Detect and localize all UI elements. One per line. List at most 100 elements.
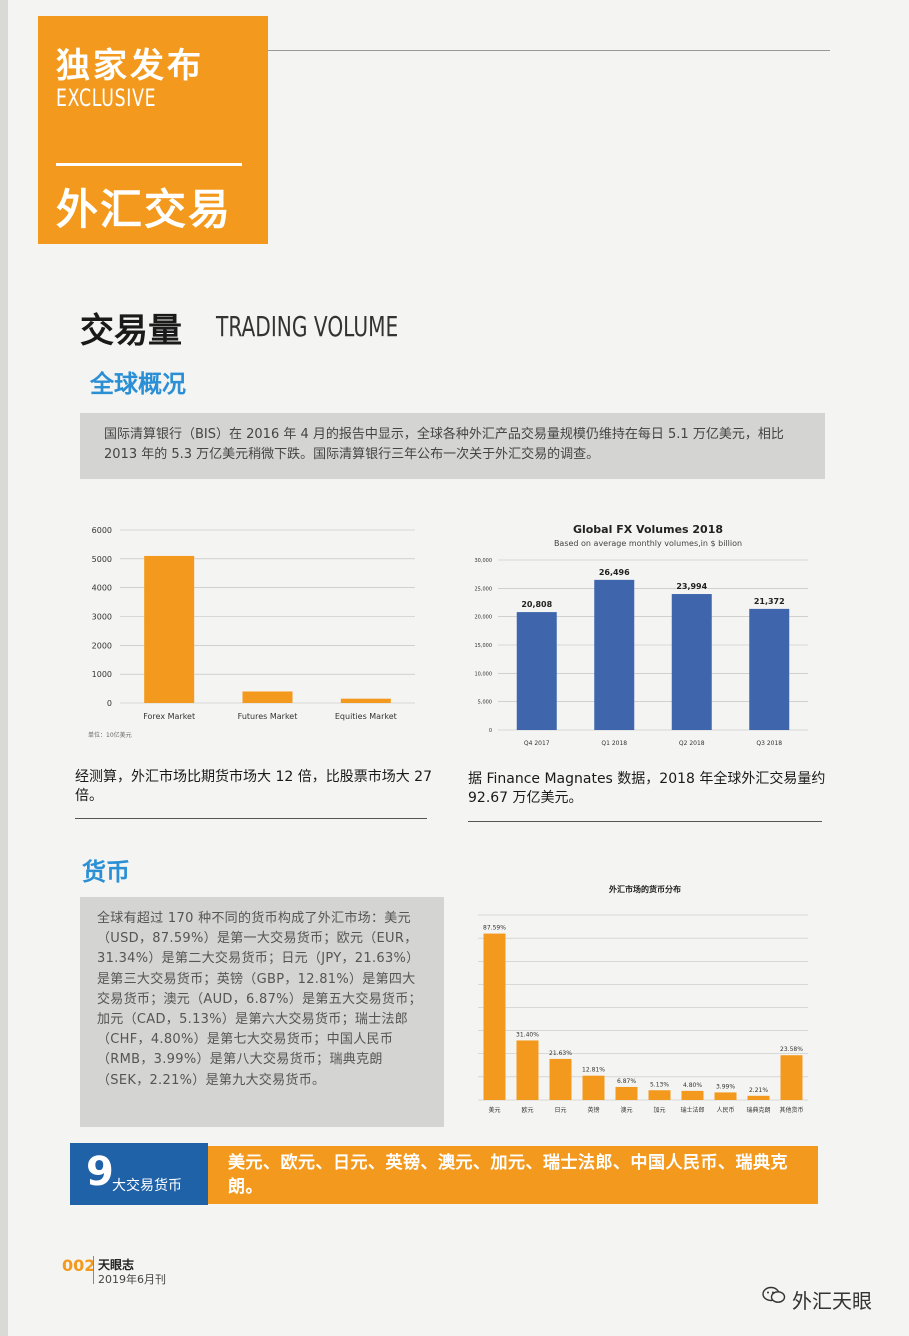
- chart2-title: Global FX Volumes 2018: [573, 523, 723, 536]
- chart3-bar: [747, 1095, 770, 1100]
- chart3-value-label: 4.80%: [683, 1082, 702, 1089]
- chart1-tick-label: 2000: [92, 641, 112, 650]
- publication-issue: 2019年6月刊: [98, 1273, 166, 1286]
- chart2-tick-label: 5,000: [478, 700, 492, 706]
- chart2-tick-label: 10,000: [475, 671, 493, 677]
- currency-heading: 货币: [82, 858, 130, 886]
- chart3-bars: [483, 933, 803, 1100]
- chart3-value-label: 23.58%: [780, 1046, 803, 1053]
- chart3-value-labels: 87.59% 31.40% 21.63% 12.81% 6.87% 5.13% 4.80% 3…: [483, 925, 803, 1094]
- intro-box: 国际清算银行（BIS）在 2016 年 4 月的报告中显示，全球各种外汇产品交易…: [80, 413, 825, 479]
- wechat-icon: [762, 1286, 786, 1303]
- chart2-bar: [749, 608, 790, 730]
- chart1-category-label: Equities Market: [335, 712, 397, 721]
- chart3-category-label: 加元: [653, 1106, 665, 1114]
- currency-distribution-chart: 外汇市场的货币分布 87.59% 31.40% 21.63% 12.81% 6.87% 5…: [478, 884, 808, 1114]
- chart1-tick-label: 5000: [92, 555, 112, 564]
- chart2-category-label: Q2 2018: [679, 740, 705, 747]
- chart2-value-label: 23,994: [676, 582, 707, 591]
- chart3-bar: [516, 1040, 539, 1100]
- topic-title: 外汇交易: [56, 185, 233, 234]
- top9-number-block: 9 大交易货币: [70, 1143, 208, 1205]
- chart1-tick-label: 3000: [92, 613, 112, 622]
- chart2-tick-label: 15,000: [475, 643, 493, 649]
- chart1-ticks: 0 1000 2000 3000 4000 5000 6000: [92, 526, 112, 708]
- page-number: 002: [62, 1256, 96, 1275]
- chart1-unit-note: 单位：10亿美元: [88, 731, 132, 739]
- chart3-bar: [780, 1055, 803, 1100]
- chart1-bar: [340, 698, 391, 703]
- chart2-value-label: 20,808: [521, 600, 552, 609]
- chart3-categories: 美元 欧元 日元 英镑 澳元 加元 瑞士法郎 人民币 瑞典克朗 其他货币: [488, 1106, 803, 1114]
- chart2-category-label: Q1 2018: [601, 740, 627, 747]
- chart3-category-label: 英镑: [587, 1106, 599, 1114]
- footer-separator: [93, 1256, 94, 1284]
- chart3-category-label: 日元: [554, 1107, 566, 1114]
- top9-list-block: 美元、欧元、日元、英镑、澳元、加元、瑞士法郎、中国人民币、瑞典克朗。: [208, 1146, 818, 1204]
- chart3-value-label: 2.21%: [749, 1087, 768, 1094]
- chart3-bar: [582, 1075, 605, 1100]
- chart3-value-label: 6.87%: [617, 1078, 636, 1085]
- chart2-bar: [516, 612, 557, 730]
- chart1-category-label: Forex Market: [143, 712, 195, 721]
- chart3-bar: [681, 1090, 704, 1100]
- market-size-chart: 0 1000 2000 3000 4000 5000 6000 Forex Market Fu…: [88, 526, 415, 739]
- chart1-tick-label: 0: [107, 699, 112, 708]
- page-edge: [0, 0, 8, 1336]
- badge-cn: 独家发布: [56, 46, 204, 86]
- chart1-tick-label: 4000: [92, 584, 112, 593]
- top-rule: [268, 50, 830, 51]
- chart3-value-label: 12.81%: [582, 1067, 605, 1074]
- chart2-tick-label: 30,000: [475, 558, 493, 564]
- overview-heading: 全球概况: [90, 370, 186, 398]
- chart2-category-label: Q4 2017: [524, 740, 550, 747]
- chart3-title: 外汇市场的货币分布: [609, 884, 681, 894]
- currency-box: 全球有超过 170 种不同的货币构成了外汇市场：美元（USD，87.59%）是第…: [80, 897, 444, 1127]
- chart3-value-label: 87.59%: [483, 925, 506, 932]
- caption-right-rule: [468, 821, 822, 822]
- currency-text: 全球有超过 170 种不同的货币构成了外汇市场：美元（USD，87.59%）是第…: [97, 911, 422, 1088]
- chart2-category-label: Q3 2018: [756, 740, 782, 747]
- top9-list: 美元、欧元、日元、英镑、澳元、加元、瑞士法郎、中国人民币、瑞典克朗。: [228, 1153, 788, 1197]
- chart3-bar: [615, 1086, 638, 1100]
- chart3-category-label: 瑞士法郎: [680, 1106, 704, 1114]
- chart2-tick-label: 0: [489, 728, 492, 734]
- chart2-bar: [594, 579, 635, 730]
- publication-name: 天眼志: [98, 1258, 135, 1272]
- chart2-value-label: 21,372: [754, 597, 785, 606]
- chart1-bar: [144, 555, 195, 703]
- section-title-en: TRADING VOLUME: [216, 310, 399, 343]
- chart3-category-label: 其他货币: [779, 1106, 803, 1114]
- chart1-category-label: Futures Market: [238, 712, 298, 721]
- chart1-bars: [144, 555, 391, 703]
- chart3-value-label: 31.40%: [516, 1031, 539, 1038]
- fx-volumes-chart: Global FX Volumes 2018 Based on average …: [475, 523, 808, 747]
- chart3-category-label: 美元: [488, 1106, 500, 1114]
- chart2-value-labels: 20,808 26,496 23,994 21,372: [521, 568, 784, 609]
- chart2-ticks: 0 5,000 10,000 15,000 20,000 25,000 30,000: [475, 558, 493, 734]
- caption-left-rule: [75, 818, 427, 819]
- chart2-value-label: 26,496: [599, 568, 630, 577]
- chart1-tick-label: 6000: [92, 526, 112, 535]
- header-divider: [56, 163, 242, 166]
- section-title-cn: 交易量: [80, 311, 182, 351]
- intro-text: 国际清算银行（BIS）在 2016 年 4 月的报告中显示，全球各种外汇产品交易…: [104, 427, 784, 462]
- chart2-subtitle: Based on average monthly volumes,in $ bi…: [554, 539, 742, 548]
- chart3-value-label: 21.63%: [549, 1050, 572, 1057]
- chart1-tick-label: 1000: [92, 670, 112, 679]
- chart2-categories: Q4 2017 Q1 2018 Q2 2018 Q3 2018: [524, 740, 782, 747]
- chart3-category-label: 瑞典克朗: [746, 1106, 770, 1114]
- chart3-category-label: 澳元: [620, 1106, 632, 1114]
- chart2-tick-label: 20,000: [475, 615, 493, 621]
- chart1-bar: [242, 691, 293, 703]
- chart2-bars: [516, 579, 790, 730]
- chart3-category-label: 欧元: [521, 1106, 533, 1114]
- chart2-bar: [671, 594, 712, 730]
- chart3-bar: [648, 1090, 671, 1100]
- chart3-bar: [483, 933, 506, 1100]
- caption-left: 经测算，外汇市场比期货市场大 12 倍，比股票市场大 27 倍。: [75, 769, 432, 804]
- account-name: 外汇天眼: [792, 1289, 872, 1313]
- top9-label: 大交易货币: [112, 1178, 182, 1194]
- chart3-value-label: 3.99%: [716, 1083, 735, 1090]
- chart1-categories: Forex Market Futures Market Equities Marke…: [143, 712, 397, 721]
